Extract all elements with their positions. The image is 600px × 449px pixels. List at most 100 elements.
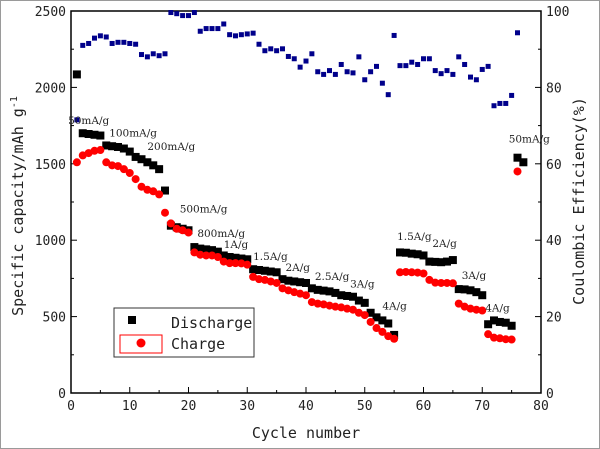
coulombic-efficiency-point (344, 69, 350, 75)
y-tick-label: 2000 (35, 81, 66, 96)
rate-annotation: 3A/g (350, 279, 375, 291)
discharge-point (513, 153, 522, 162)
discharge-point (102, 141, 111, 150)
charge-point (125, 168, 134, 177)
charge-point (225, 259, 234, 268)
charge-point (472, 305, 481, 314)
rate-annotation: 4A/g (485, 302, 510, 314)
discharge-point (413, 250, 422, 259)
coulombic-efficiency-point (115, 39, 121, 45)
discharge-point (354, 296, 363, 305)
coulombic-efficiency-point (385, 92, 391, 98)
legend-charge-label: Charge (171, 335, 225, 353)
data-marks (72, 10, 528, 344)
charge-point (390, 334, 399, 343)
discharge-point (125, 147, 134, 156)
charge-point (478, 306, 487, 315)
charge-point (431, 278, 440, 287)
coulombic-efficiency-point (462, 61, 468, 67)
coulombic-efficiency-point (309, 51, 315, 57)
discharge-point (448, 256, 457, 265)
coulombic-efficiency-point (456, 54, 462, 60)
charge-point (495, 334, 504, 343)
charge-point (255, 275, 263, 284)
rate-annotation: 200mA/g (147, 141, 195, 153)
charge-point (149, 187, 158, 196)
charge-point (372, 324, 381, 333)
coulombic-efficiency-point (374, 63, 379, 69)
discharge-point (437, 258, 446, 267)
coulombic-efficiency-point (162, 51, 168, 57)
discharge-point (231, 253, 240, 262)
y2-tick-label: 100 (546, 5, 569, 20)
rate-annotation: 3A/g (462, 270, 487, 282)
coulombic-efficiency-point (485, 63, 491, 69)
legend-charge-swatch (119, 334, 163, 354)
y-tick-label: 1000 (35, 234, 66, 249)
discharge-point (466, 286, 475, 295)
coulombic-efficiency-point (244, 31, 250, 37)
charge-point (302, 291, 310, 300)
discharge-point (243, 255, 252, 264)
coulombic-efficiency-point (197, 28, 203, 34)
discharge-point (472, 288, 481, 297)
coulombic-efficiency-point (150, 51, 156, 57)
x-tick-label: 60 (416, 399, 432, 414)
coulombic-efficiency-point (350, 70, 356, 76)
coulombic-efficiency-point (368, 69, 374, 75)
discharge-point (331, 288, 340, 297)
charge-point (419, 269, 428, 278)
charge-point (331, 302, 340, 311)
discharge-point (490, 316, 498, 325)
coulombic-efficiency-point (238, 32, 244, 38)
y2-tick-label: 60 (546, 158, 562, 173)
coulombic-efficiency-point (332, 71, 338, 77)
discharge-point (407, 249, 416, 258)
legend-discharge-marker (128, 316, 136, 324)
coulombic-efficiency-point (174, 11, 180, 17)
charge-point (396, 268, 404, 277)
charge-point (184, 228, 193, 237)
discharge-point (119, 144, 128, 153)
discharge-point (249, 265, 258, 274)
discharge-point (84, 130, 93, 139)
y2-tick-label: 20 (546, 311, 562, 326)
discharge-point (190, 243, 199, 252)
coulombic-efficiency-point (127, 40, 133, 46)
x-tick-label: 70 (474, 399, 490, 414)
discharge-point (337, 291, 346, 300)
coulombic-efficiency-point (403, 63, 409, 69)
coulombic-efficiency-point (285, 53, 291, 59)
coulombic-efficiency-point (409, 59, 415, 65)
coulombic-efficiency-point (209, 26, 215, 32)
coulombic-efficiency-point (144, 54, 150, 60)
coulombic-efficiency-point (86, 40, 92, 46)
charge-point (166, 219, 175, 228)
coulombic-efficiency-point (391, 32, 397, 38)
coulombic-efficiency-point (327, 68, 332, 74)
coulombic-efficiency-point (291, 56, 297, 62)
coulombic-efficiency-point (315, 69, 321, 75)
x-tick-label: 40 (298, 399, 314, 414)
discharge-point (137, 155, 146, 164)
coulombic-efficiency-point (133, 41, 139, 47)
x-tick-label: 10 (122, 399, 138, 414)
discharge-point (255, 265, 263, 274)
discharge-point (260, 266, 269, 275)
discharge-point (360, 298, 369, 307)
discharge-point (237, 254, 246, 263)
coulombic-efficiency-point (415, 61, 421, 67)
coulombic-efficiency-point (103, 34, 109, 40)
y2-axis-label: Coulombic Efficiency(%) (570, 97, 588, 305)
discharge-point (343, 291, 352, 300)
rate-annotation: 800mA/g (197, 228, 245, 240)
coulombic-efficiency-point (338, 61, 344, 67)
discharge-point (478, 291, 487, 300)
discharge-point (78, 129, 87, 138)
discharge-point (501, 318, 510, 327)
charge-point (448, 279, 457, 288)
coulombic-efficiency-point (186, 13, 191, 19)
discharge-point (319, 286, 328, 295)
y2-tick-label: 0 (546, 387, 554, 402)
charge-point (137, 182, 146, 191)
